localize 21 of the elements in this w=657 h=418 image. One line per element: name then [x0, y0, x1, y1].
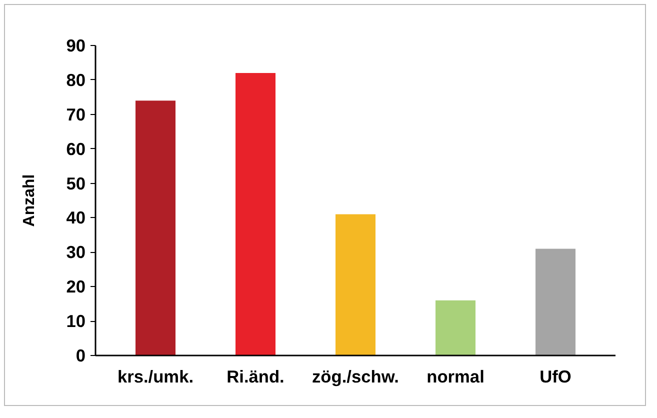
- y-tick-label: 10: [66, 311, 86, 332]
- y-tick-label: 70: [66, 104, 86, 124]
- bar: [136, 100, 176, 356]
- y-tick-label: 40: [66, 208, 86, 228]
- x-tick-label: Ri.änd.: [226, 366, 284, 386]
- x-tick-label: krs./umk.: [117, 366, 194, 386]
- y-axis-title: Anzahl: [21, 174, 38, 227]
- y-tick-label: 80: [66, 70, 86, 90]
- bar: [236, 73, 276, 356]
- x-tick-label: UfO: [540, 366, 572, 386]
- bar: [336, 214, 376, 356]
- y-tick-label: 0: [76, 346, 86, 366]
- bar: [436, 300, 476, 356]
- x-tick-label: normal: [426, 366, 484, 386]
- bar: [536, 248, 576, 356]
- x-tick-label: zög./schw.: [312, 366, 399, 386]
- y-tick-label: 90: [66, 36, 86, 56]
- y-tick-label: 30: [66, 242, 86, 262]
- y-tick-label: 60: [66, 138, 86, 159]
- y-tick-label: 20: [66, 276, 86, 297]
- y-tick-label: 50: [66, 173, 86, 194]
